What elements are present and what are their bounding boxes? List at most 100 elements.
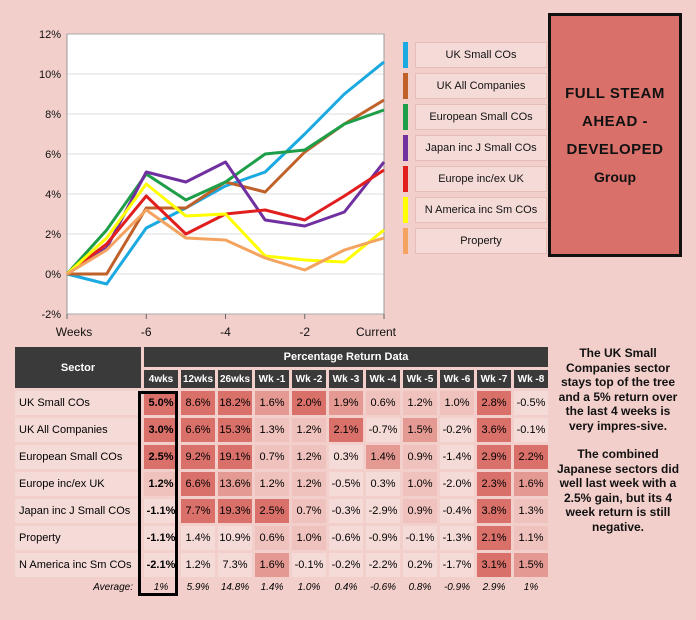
x-tick-label: -2 [299, 325, 310, 339]
table-row: UK Small COs 5.0% 8.6% 18.2% 1.6% 2.0% 1.9% 0.6… [15, 391, 548, 415]
commentary: The UK Small Companies sector stays top … [556, 346, 680, 548]
legend-swatch [403, 166, 408, 192]
return-cell: -1.1% [144, 526, 178, 550]
sector-name: N America inc Sm COs [15, 553, 141, 577]
average-cell: 1% [153, 581, 169, 593]
x-tick-label: -6 [141, 325, 152, 339]
column-header: 26wks [218, 370, 252, 388]
return-cell: 15.3% [218, 418, 252, 442]
column-header: 4wks [144, 370, 178, 388]
callout-line-1: FULL STEAM [565, 85, 665, 102]
return-cell: 3.1% [477, 553, 511, 577]
average-cell: 5.9% [186, 581, 210, 593]
return-cell: 1.0% [292, 526, 326, 550]
return-cell: -1.1% [144, 499, 178, 523]
return-cell: 13.6% [218, 472, 252, 496]
return-cell: -0.4% [440, 499, 474, 523]
return-cell: -0.7% [366, 418, 400, 442]
return-cell: 2.8% [477, 391, 511, 415]
average-cell: 0.4% [334, 581, 358, 593]
series-line-4 [66, 160, 386, 276]
return-cell: -1.7% [440, 553, 474, 577]
table-row: UK All Companies 3.0% 6.6% 15.3% 1.3% 1.2% 2.1… [15, 418, 548, 442]
return-cell: 2.9% [477, 445, 511, 469]
return-cell: 0.3% [366, 472, 400, 496]
y-tick-label: 8% [45, 109, 61, 121]
column-header: Wk -4 [366, 370, 400, 388]
return-cell: 19.1% [218, 445, 252, 469]
return-cell: -0.2% [329, 553, 363, 577]
return-cell: 2.1% [329, 418, 363, 442]
return-cell: 3.8% [477, 499, 511, 523]
return-cell: 1.9% [329, 391, 363, 415]
average-cell: -0.9% [443, 581, 471, 593]
column-header: Wk -2 [292, 370, 326, 388]
return-cell: 1.5% [514, 553, 548, 577]
y-tick-label: 0% [45, 269, 61, 281]
return-cell: 5.0% [144, 391, 178, 415]
legend-entry: N America inc Sm COs [415, 197, 547, 223]
return-cell: 2.5% [255, 499, 289, 523]
return-cell: 3.6% [477, 418, 511, 442]
return-cell: 1.4% [181, 526, 215, 550]
sector-name: Japan inc J Small COs [15, 499, 141, 523]
return-cell: 2.5% [144, 445, 178, 469]
return-cell: 1.2% [181, 553, 215, 577]
legend-entry: Japan inc J Small COs [415, 135, 547, 161]
return-cell: 1.0% [440, 391, 474, 415]
group-header: Percentage Return Data [144, 347, 548, 367]
callout-line-3: DEVELOPED [566, 141, 664, 158]
return-cell: 0.9% [403, 499, 437, 523]
column-header: Wk -1 [255, 370, 289, 388]
return-cell: 7.3% [218, 553, 252, 577]
sector-header: Sector [15, 347, 141, 388]
return-cell: 1.2% [403, 391, 437, 415]
return-cell: -1.3% [440, 526, 474, 550]
legend-swatch [403, 104, 408, 130]
return-cell: -0.5% [514, 391, 548, 415]
return-cell: 1.6% [255, 553, 289, 577]
column-header: Wk -5 [403, 370, 437, 388]
return-cell: 0.6% [366, 391, 400, 415]
return-cell: 1.5% [403, 418, 437, 442]
average-cell: 1.4% [260, 581, 284, 593]
series-line-6 [65, 182, 385, 276]
legend-swatch [403, 73, 408, 99]
y-tick-label: 4% [45, 189, 61, 201]
average-row: Average: 1% 5.9% 14.8% 1.4% 1.0% 0.4% -0.6% 0.8%… [15, 580, 548, 594]
return-cell: -0.1% [514, 418, 548, 442]
callout-line-4: Group [594, 169, 636, 185]
return-cell: 1.3% [514, 499, 548, 523]
return-cell: 7.7% [181, 499, 215, 523]
y-tick-label: -2% [41, 309, 61, 321]
average-cell: 1% [523, 581, 539, 593]
legend-entry: Europe inc/ex UK [415, 166, 547, 192]
return-cell: -2.9% [366, 499, 400, 523]
legend-entry: UK Small COs [415, 42, 547, 68]
return-table: Sector Percentage Return Data 4wks 12wks 2… [12, 344, 551, 597]
return-cell: 6.6% [181, 472, 215, 496]
return-cell: 1.4% [366, 445, 400, 469]
return-cell: 1.6% [514, 472, 548, 496]
column-header: Wk -8 [514, 370, 548, 388]
return-cell: 18.2% [218, 391, 252, 415]
return-cell: 0.3% [329, 445, 363, 469]
legend-swatch [403, 228, 408, 254]
column-header: Wk -6 [440, 370, 474, 388]
sector-name: Property [15, 526, 141, 550]
return-cell: 2.1% [477, 526, 511, 550]
legend-entry: UK All Companies [415, 73, 547, 99]
return-cell: 1.2% [144, 472, 178, 496]
return-cell: 6.6% [181, 418, 215, 442]
table-row: Japan inc J Small COs -1.1% 7.7% 19.3% 2.5% 0… [15, 499, 548, 523]
series-line-1 [66, 60, 385, 286]
return-cell: 8.6% [181, 391, 215, 415]
average-cell: 0.8% [408, 581, 432, 593]
return-cell: 0.6% [255, 526, 289, 550]
return-cell: 1.1% [514, 526, 548, 550]
return-cell: -0.5% [329, 472, 363, 496]
average-label: Average: [93, 581, 133, 593]
y-tick-label: 10% [39, 69, 61, 81]
return-cell: -2.0% [440, 472, 474, 496]
series-line-3 [65, 108, 385, 276]
